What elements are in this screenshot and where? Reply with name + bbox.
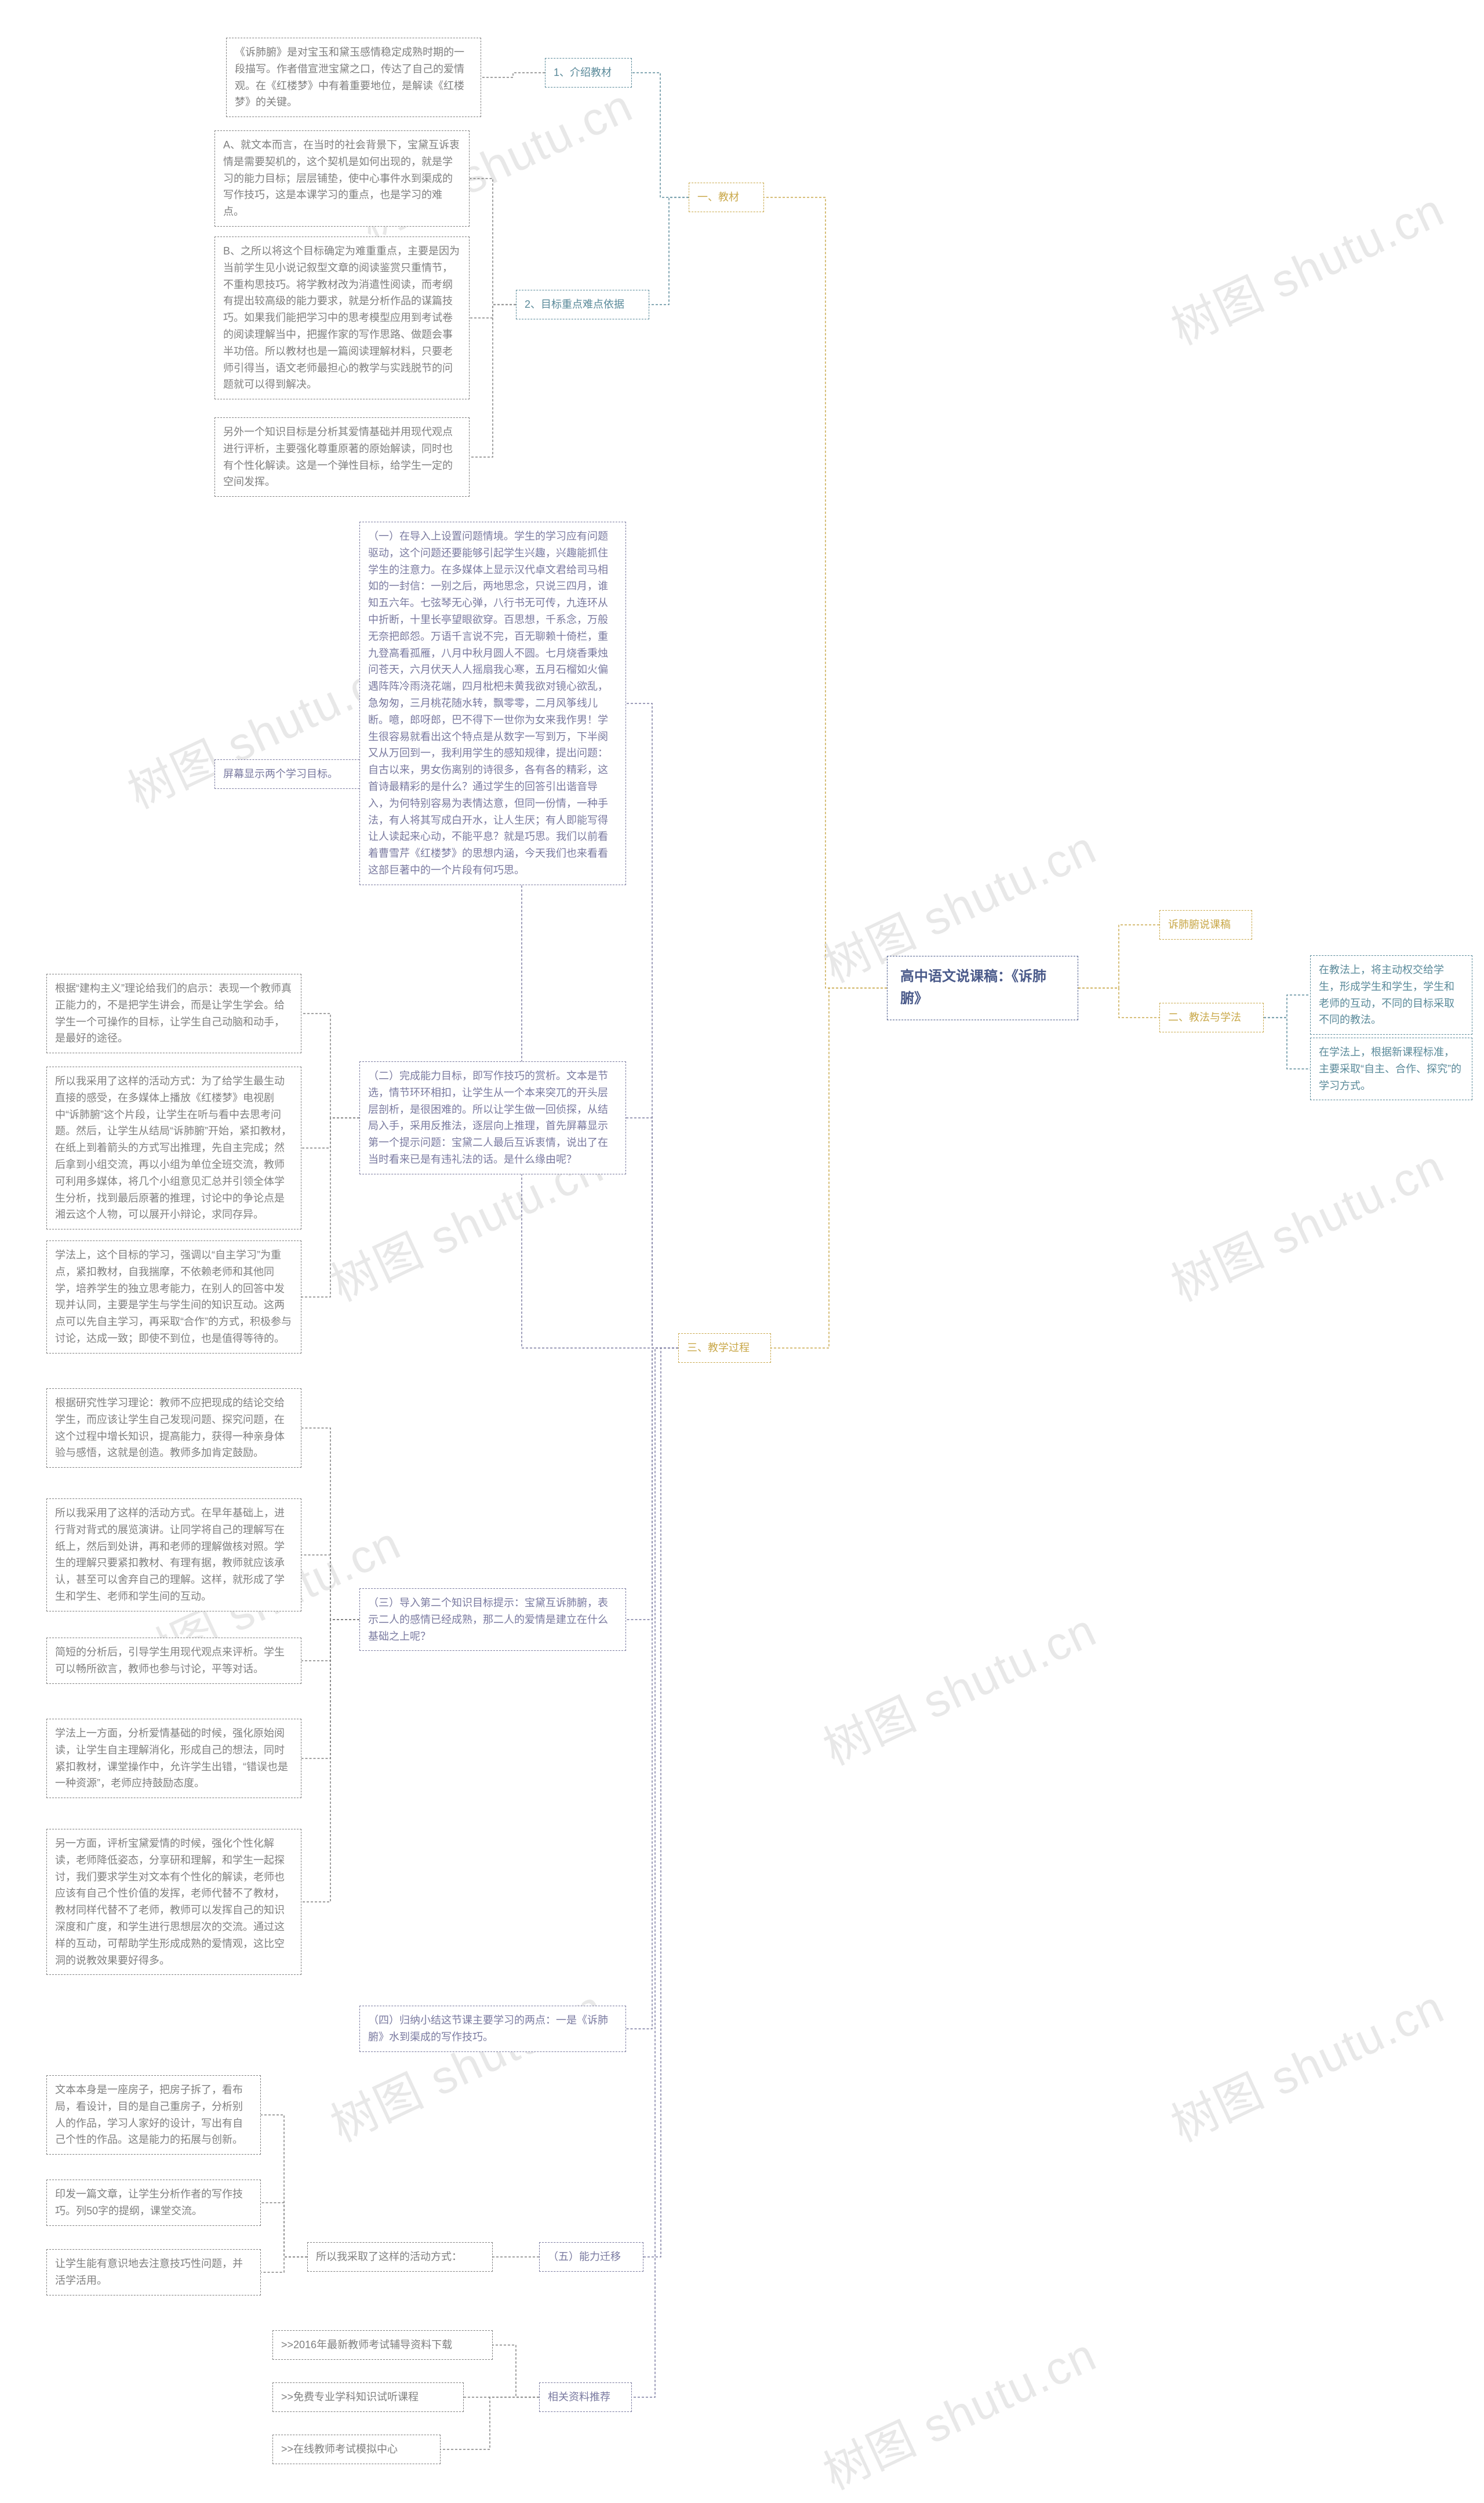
mindmap-node: 另一方面，评析宝黛爱情的时候，强化个性化解读，老师降低姿态，分享研和理解，和学生…	[46, 1829, 301, 1975]
mindmap-node: 二、教法与学法	[1159, 1003, 1264, 1032]
mindmap-node: 三、教学过程	[678, 1333, 771, 1363]
mindmap-node: 所以我采用了这样的活动方式：为了给学生最生动直接的感受，在多媒体上播放《红楼梦》…	[46, 1067, 301, 1229]
mindmap-node: 一、教材	[689, 183, 764, 212]
mindmap-node: 简短的分析后，引导学生用现代观点来评析。学生可以畅所欲言，教师也参与讨论，平等对…	[46, 1638, 301, 1684]
mindmap-node: 印发一篇文章，让学生分析作者的写作技巧。列50字的提纲，课堂交流。	[46, 2180, 261, 2226]
mindmap-node: B、之所以将这个目标确定为难重重点，主要是因为当前学生见小说记叙型文章的阅读鉴赏…	[214, 237, 470, 399]
mindmap-node: 相关资料推荐	[539, 2382, 632, 2412]
mindmap-node: （四）归纳小结这节课主要学习的两点：一是《诉肺腑》水到渠成的写作技巧。	[359, 2006, 626, 2052]
mindmap-node: 屏幕显示两个学习目标。	[214, 759, 365, 789]
mindmap-node: 学法上一方面，分析爱情基础的时候，强化原始阅读，让学生自主理解消化，形成自己的想…	[46, 1719, 301, 1798]
mindmap-node: 另外一个知识目标是分析其爱情基础并用现代观点进行评析，主要强化尊重原著的原始解读…	[214, 417, 470, 497]
mindmap-node: 让学生能有意识地去注意技巧性问题，并活学活用。	[46, 2249, 261, 2295]
mindmap-node: 1、介绍教材	[545, 58, 632, 88]
watermark: 树图 shutu.cn	[318, 1970, 613, 2155]
mindmap-node: >>在线教师考试模拟中心	[272, 2435, 441, 2464]
mindmap-node: >>免费专业学科知识试听课程	[272, 2382, 464, 2412]
mindmap-node: 所以我采取了这样的活动方式：	[307, 2242, 493, 2272]
mindmap-node: 在学法上，根据新课程标准，主要采取“自主、合作、探究”的学习方式。	[1310, 1038, 1472, 1100]
mindmap-node: （一）在导入上设置问题情境。学生的学习应有问题驱动，这个问题还要能够引起学生兴趣…	[359, 522, 626, 885]
watermark: 树图 shutu.cn	[1159, 1129, 1453, 1314]
mindmap-node: 2、目标重点难点依据	[516, 290, 649, 319]
mindmap-node: A、就文本而言，在当时的社会背景下，宝黛互诉衷情是需要契机的，这个契机是如何出现…	[214, 130, 470, 227]
mindmap-node: 根据研究性学习理论：教师不应把现成的结论交给学生，而应该让学生自己发现问题、探究…	[46, 1388, 301, 1468]
mindmap-node: 《诉肺腑》是对宝玉和黛玉感情稳定成熟时期的一段描写。作者借宣泄宝黛之口，传达了自…	[226, 38, 481, 117]
mindmap-node: （二）完成能力目标，即写作技巧的赏析。文本是节选，情节环环相扣，让学生从一个本来…	[359, 1061, 626, 1174]
mindmap-node: 诉肺腑说课稿	[1159, 910, 1252, 940]
mindmap-node: 所以我采用了这样的活动方式。在早年基础上，进行背对背式的展览演讲。让同学将自己的…	[46, 1498, 301, 1611]
mindmap-node: （五）能力迁移	[539, 2242, 643, 2272]
mindmap-node: 高中语文说课稿：《诉肺腑》	[887, 956, 1078, 1020]
mindmap-node: （三）导入第二个知识目标提示：宝黛互诉肺腑，表示二人的感情已经成熟，那二人的爱情…	[359, 1588, 626, 1651]
watermark: 树图 shutu.cn	[811, 1593, 1105, 1778]
watermark: 树图 shutu.cn	[1159, 1970, 1453, 2155]
mindmap-node: 学法上，这个目标的学习，强调以“自主学习”为重点，紧扣教材，自我揣摩，不依赖老师…	[46, 1240, 301, 1354]
mindmap-node: 文本本身是一座房子，把房子拆了，看布局，看设计，目的是自己重房子，分析别人的作品…	[46, 2075, 261, 2155]
mindmap-node: 根据“建构主义”理论给我们的启示：表现一个教师真正能力的，不是把学生讲会，而是让…	[46, 974, 301, 1053]
mindmap-node: 在教法上，将主动权交给学生，形成学生和学生，学生和老师的互动，不同的目标采取不同…	[1310, 955, 1472, 1035]
watermark: 树图 shutu.cn	[1159, 173, 1453, 358]
watermark: 树图 shutu.cn	[811, 2318, 1105, 2502]
mindmap-node: >>2016年最新教师考试辅导资料下载	[272, 2330, 493, 2360]
